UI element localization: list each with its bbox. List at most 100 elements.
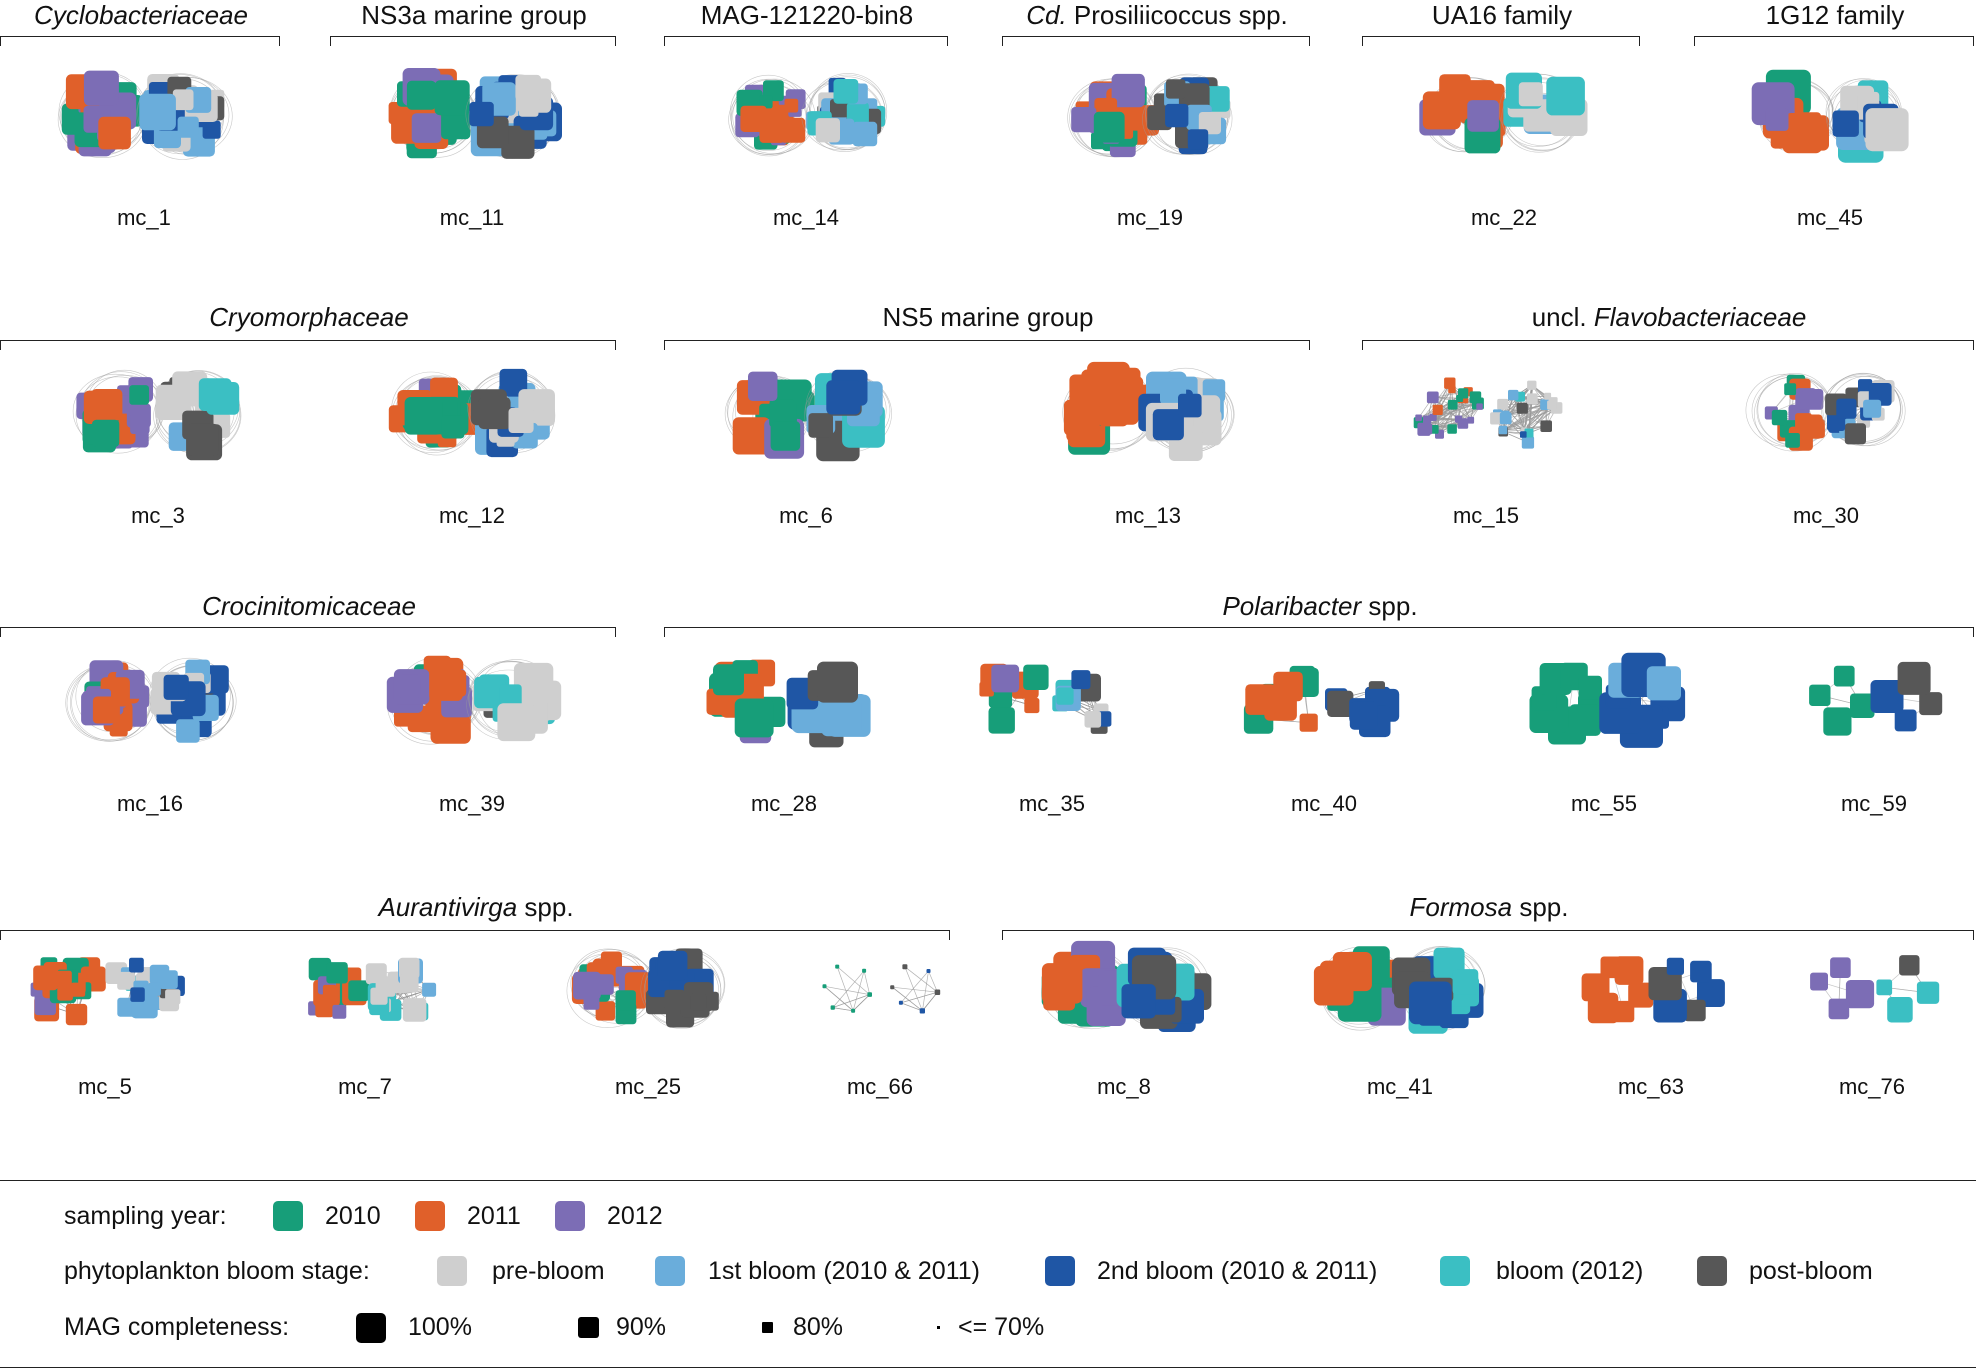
mag-node	[1684, 999, 1706, 1022]
network-year-mc_55	[1529, 662, 1602, 745]
mag-node	[348, 980, 369, 1002]
mag-node	[186, 423, 219, 456]
mag-node	[83, 70, 119, 106]
mag-node	[1850, 693, 1875, 718]
group-bracket-ns3a	[330, 36, 616, 46]
group-title-cyclo: Cyclobacteriaceae	[34, 0, 248, 30]
legend-completeness-label: MAG completeness:	[64, 1313, 290, 1341]
mag-node	[1870, 680, 1904, 713]
cluster-label-mc_55: mc_55	[1570, 791, 1638, 816]
network-edge	[836, 966, 854, 1011]
mag-node	[1178, 393, 1202, 418]
cluster-label-mc_12: mc_12	[438, 503, 506, 528]
group-title-aura: Aurantivirga spp.	[378, 892, 574, 922]
network-year-mc_28	[706, 659, 786, 744]
mag-node	[172, 371, 208, 407]
mag-node	[988, 707, 1015, 734]
group-bracket-ua16	[1362, 36, 1640, 46]
network-edge	[832, 970, 865, 1008]
mag-node	[478, 397, 511, 430]
mag-node	[422, 982, 437, 997]
legend-label-bloom-2012: bloom (2012)	[1496, 1257, 1644, 1285]
legend-size-80	[762, 1322, 773, 1333]
mag-node	[1581, 973, 1610, 1002]
mag-node	[1426, 391, 1439, 404]
network-stage-mc_40	[1325, 681, 1400, 738]
mag-node	[898, 1000, 903, 1005]
mag-node	[1919, 692, 1943, 716]
legend-swatch-bloom-2012	[1440, 1256, 1470, 1286]
network-edge	[824, 986, 854, 1012]
mag-node	[1023, 664, 1049, 690]
group-bracket-form	[1002, 930, 1974, 940]
mag-node	[1810, 972, 1828, 991]
group-bracket-croc	[0, 627, 616, 637]
cluster-label-mc_76: mc_76	[1838, 1074, 1906, 1099]
mag-node	[808, 413, 833, 438]
network-edge	[1451, 398, 1460, 430]
network-edge	[863, 970, 871, 995]
mag-node	[780, 117, 806, 143]
cluster-label-mc_39: mc_39	[438, 791, 506, 816]
group-bracket-mag	[664, 36, 948, 46]
group-title-cdpro: Cd. Prosiliicoccus spp.	[1026, 0, 1288, 30]
mag-node	[92, 696, 120, 724]
cluster-label-mc_45: mc_45	[1796, 205, 1864, 230]
mag-node	[1823, 707, 1852, 736]
mag-node	[817, 661, 858, 703]
mag-node	[1327, 690, 1354, 717]
cluster-label-mc_13: mc_13	[1114, 503, 1182, 528]
network-stage-mc_14	[801, 73, 888, 152]
mag-node	[1648, 967, 1682, 1001]
mag-node	[434, 80, 470, 116]
network-stage-mc_19	[1142, 73, 1233, 156]
legend-size-70	[937, 1326, 940, 1329]
mag-node	[1415, 414, 1422, 422]
network-stage-mc_15	[1490, 380, 1563, 449]
network-stage-mc_1	[136, 73, 233, 160]
network-edge	[892, 986, 923, 1012]
mag-node	[734, 698, 774, 738]
mag-node	[1614, 956, 1644, 985]
mag-node	[326, 962, 348, 984]
network-year-mc_13	[1062, 361, 1157, 455]
mag-node	[1187, 129, 1209, 150]
mag-node	[322, 984, 337, 999]
mag-node	[1165, 103, 1189, 128]
group-bracket-uncl	[1362, 340, 1974, 350]
mag-node	[919, 1008, 925, 1014]
cluster-label-mc_40: mc_40	[1290, 791, 1358, 816]
mag-node	[1093, 111, 1125, 143]
mag-node	[1423, 415, 1432, 424]
cluster-label-mc_22: mc_22	[1470, 205, 1538, 230]
mag-node	[1204, 86, 1230, 112]
network-stage-mc_8	[1116, 947, 1212, 1032]
mag-node	[1628, 982, 1654, 1008]
mag-node	[411, 113, 442, 143]
mag-node	[862, 968, 867, 973]
mag-node	[163, 674, 189, 700]
mag-node	[1526, 393, 1538, 405]
network-stage-mc_7	[365, 957, 437, 1022]
mag-node	[1690, 960, 1712, 983]
cluster-label-mc_30: mc_30	[1792, 503, 1860, 528]
mag-node	[1805, 419, 1825, 439]
legend-label-post-bloom: post-bloom	[1749, 1257, 1873, 1285]
mag-node	[769, 399, 797, 428]
network-edge	[922, 991, 938, 1012]
legend-swatch-2010	[273, 1201, 303, 1231]
mag-node	[1452, 969, 1479, 995]
mag-node	[1349, 701, 1378, 730]
mag-node	[1899, 955, 1920, 976]
mag-node	[92, 419, 120, 447]
mag-node	[1832, 110, 1859, 137]
group-title-cryo: Cryomorphaceae	[209, 302, 409, 332]
mag-node	[429, 667, 463, 701]
network-year-mc_35	[979, 663, 1049, 734]
network-edge	[852, 970, 865, 1011]
mag-node	[740, 105, 767, 132]
mag-node	[1198, 112, 1221, 135]
mag-node	[1456, 395, 1464, 402]
mag-node	[177, 116, 199, 138]
